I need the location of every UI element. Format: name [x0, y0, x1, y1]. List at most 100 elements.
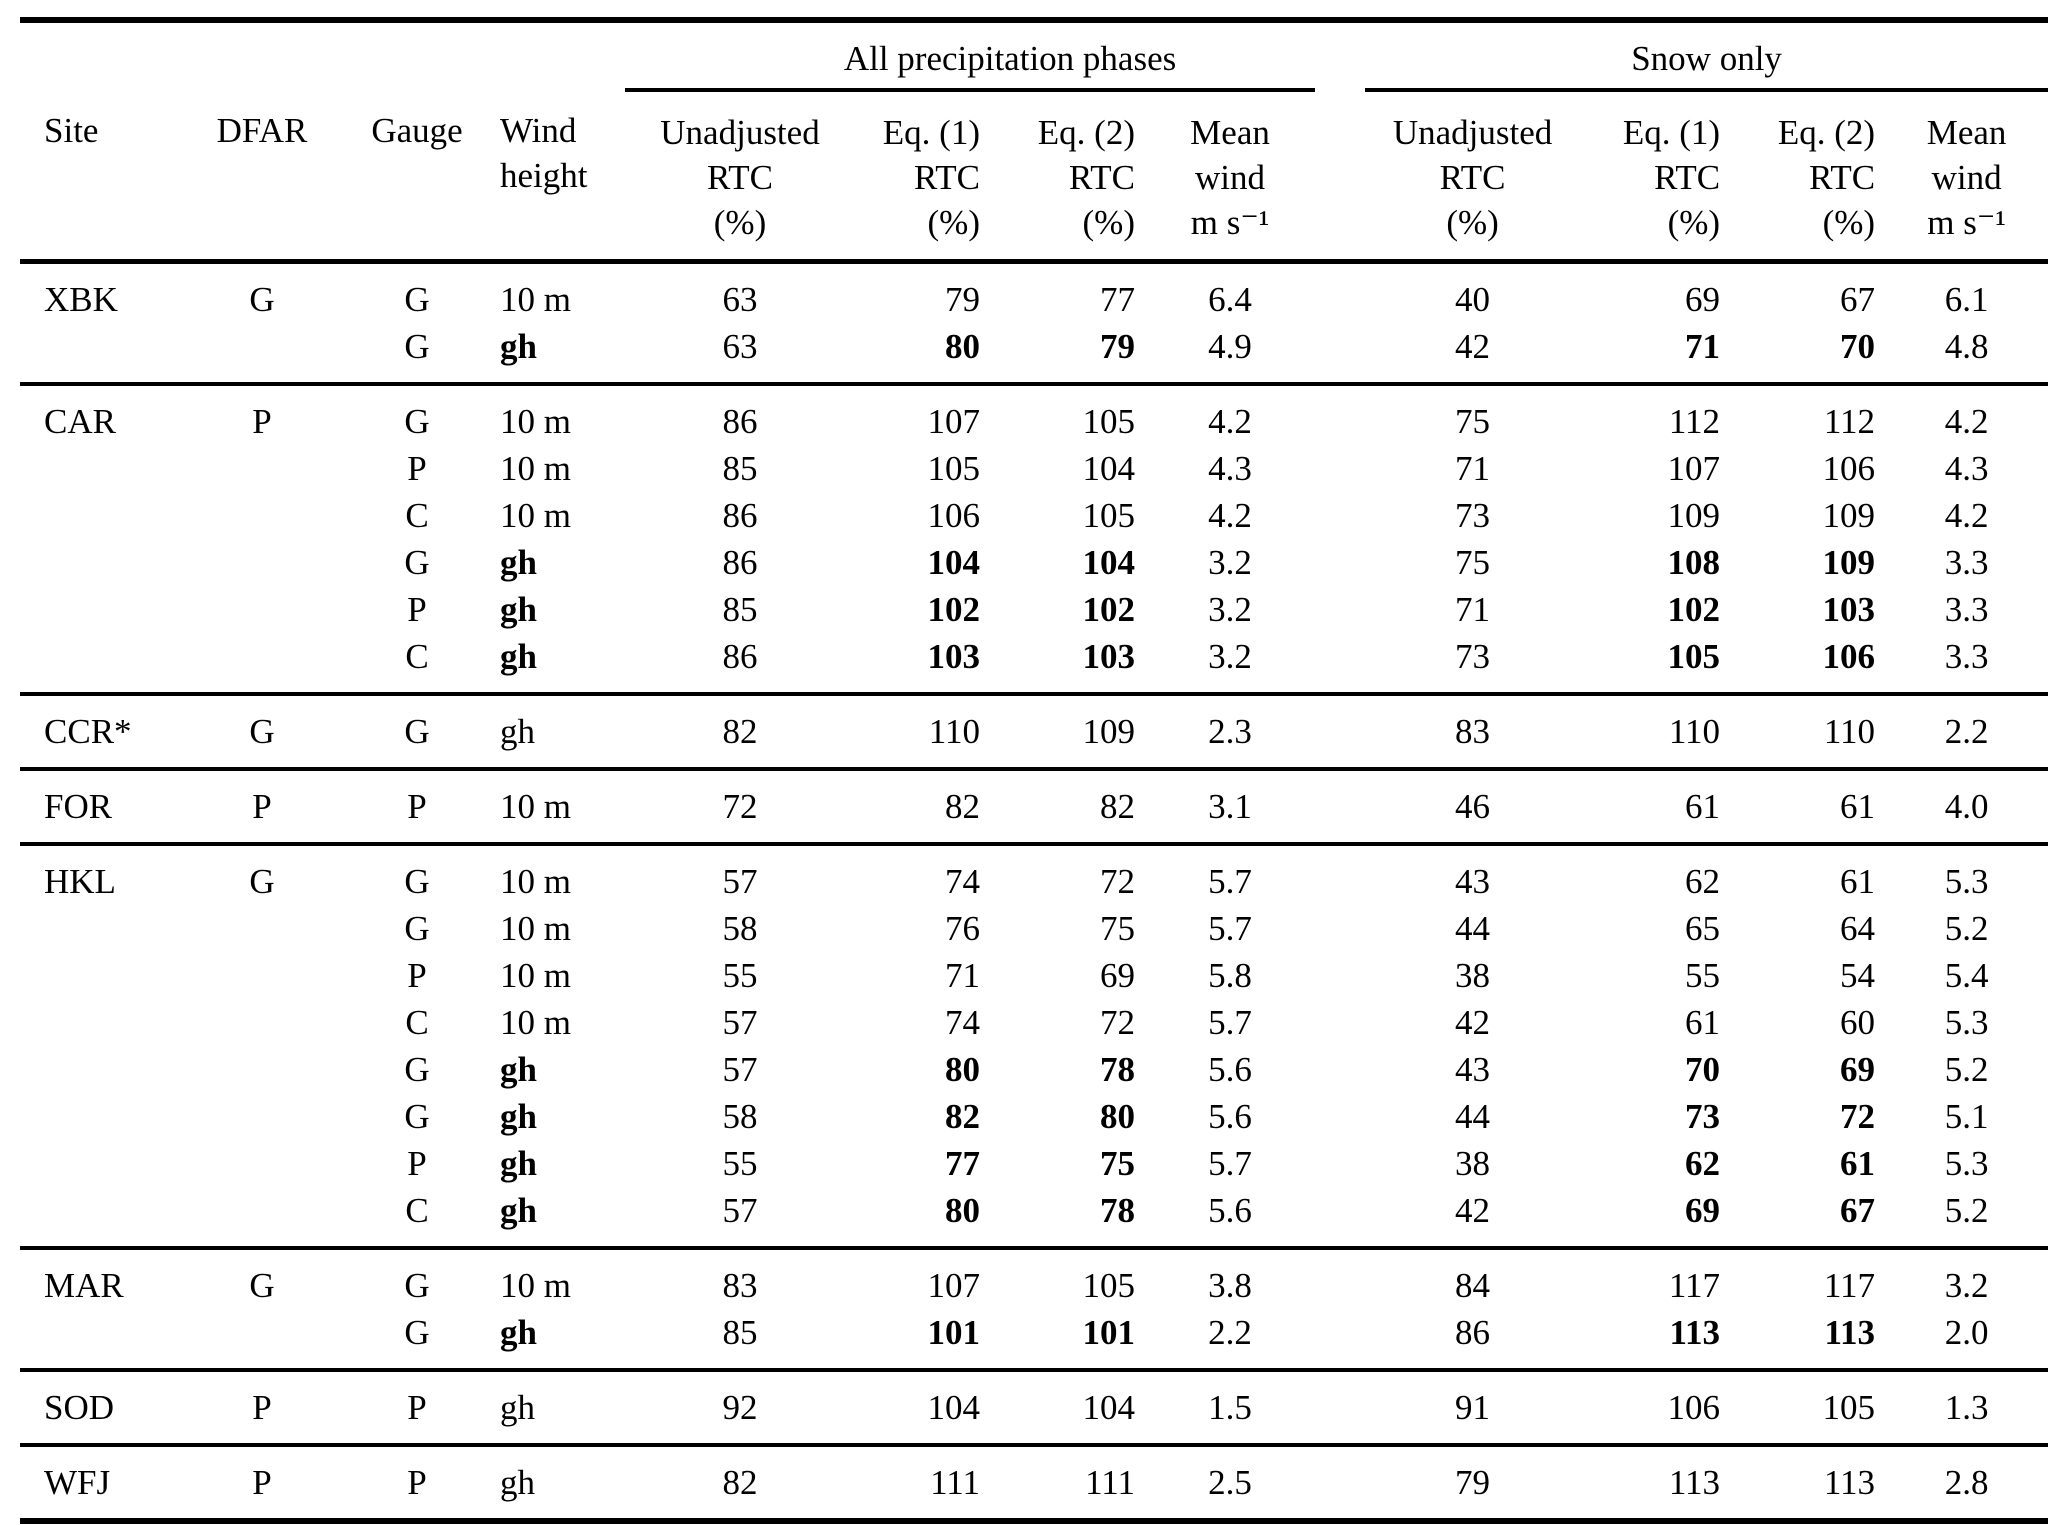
header-line: height	[500, 156, 588, 195]
group-spacer	[1315, 20, 1365, 90]
cell-p_eq2: 109	[1082, 712, 1136, 751]
cell-site	[20, 905, 170, 952]
cell-p_eq2: 72	[1100, 862, 1135, 901]
cell-gauge: G	[404, 327, 430, 366]
cell-p_eq1: 105	[927, 449, 981, 488]
cell-dfar	[170, 323, 320, 384]
cell-p_wind: 3.2	[1208, 590, 1252, 629]
cell-p_unadj: 82	[722, 1463, 758, 1502]
cell-s_wind: 5.2	[1944, 1191, 1989, 1230]
cell-dfar: G	[249, 1266, 275, 1305]
cell-s_unadj: 44	[1455, 1097, 1491, 1136]
column-header-snow-eq2-rtc: Eq. (2) RTC (%)	[1730, 90, 1885, 262]
cell-p_eq1: 107	[927, 402, 981, 441]
cell-p_eq2: 102	[1082, 590, 1136, 629]
cell-s_eq1: 105	[1667, 637, 1721, 676]
group-spacer	[1315, 694, 1365, 769]
cell-p_unadj: 58	[722, 1097, 758, 1136]
group-spacer	[1315, 1309, 1365, 1370]
header-line: Mean	[1190, 113, 1270, 152]
cell-p_eq2: 103	[1082, 637, 1136, 676]
cell-wind_height: gh	[500, 1097, 537, 1136]
cell-s_unadj: 38	[1455, 1144, 1491, 1183]
cell-s_wind: 2.0	[1944, 1313, 1989, 1352]
cell-gauge: G	[404, 862, 430, 901]
cell-site	[20, 1309, 170, 1370]
cell-p_wind: 5.6	[1208, 1097, 1252, 1136]
cell-p_eq2: 101	[1082, 1313, 1136, 1352]
cell-site	[20, 1046, 170, 1093]
cell-s_wind: 2.8	[1944, 1463, 1989, 1502]
cell-p_eq2: 79	[1100, 327, 1135, 366]
cell-s_eq2: 105	[1822, 1388, 1876, 1427]
header-line: (%)	[927, 203, 980, 242]
group-spacer	[1315, 323, 1365, 384]
cell-p_eq1: 76	[945, 909, 980, 948]
cell-p_eq1: 102	[927, 590, 981, 629]
cell-site: XBK	[44, 280, 118, 319]
cell-p_unadj: 57	[722, 1191, 758, 1230]
cell-dfar: G	[249, 712, 275, 751]
cell-s_wind: 3.3	[1944, 637, 1989, 676]
cell-s_eq1: 107	[1667, 449, 1721, 488]
table-row: P 10 m 85 105 104 4.3 71 107 106 4.3	[20, 445, 2048, 492]
cell-p_eq1: 82	[945, 1097, 980, 1136]
cell-p_wind: 4.9	[1208, 327, 1252, 366]
table-row: HKL G G 10 m 57 74 72 5.7 43 62 61 5.3	[20, 844, 2048, 905]
table-row: P 10 m 55 71 69 5.8 38 55 54 5.4	[20, 952, 2048, 999]
cell-s_unadj: 38	[1455, 956, 1491, 995]
cell-p_unadj: 55	[722, 1144, 758, 1183]
cell-dfar: P	[252, 402, 272, 441]
cell-p_eq1: 110	[928, 712, 980, 751]
cell-s_unadj: 40	[1455, 280, 1491, 319]
cell-s_eq1: 61	[1685, 787, 1721, 826]
cell-s_eq1: 55	[1685, 956, 1721, 995]
cell-dfar: G	[249, 862, 275, 901]
cell-dfar	[170, 952, 320, 999]
cell-s_unadj: 79	[1455, 1463, 1491, 1502]
header-line: Eq. (2)	[1037, 113, 1135, 152]
cell-p_unadj: 85	[722, 590, 758, 629]
cell-s_eq1: 70	[1685, 1050, 1721, 1089]
cell-site	[20, 952, 170, 999]
cell-p_eq2: 105	[1082, 1266, 1136, 1305]
cell-wind_height: gh	[500, 1313, 537, 1352]
cell-p_wind: 5.7	[1208, 1144, 1252, 1183]
table-header: All precipitation phases Snow only Site …	[20, 20, 2049, 262]
cell-p_wind: 5.7	[1208, 862, 1252, 901]
cell-gauge: P	[407, 1388, 427, 1427]
cell-p_eq2: 105	[1082, 496, 1136, 535]
group-spacer	[1315, 1370, 1365, 1445]
cell-gauge: G	[404, 1097, 430, 1136]
column-header-dfar: DFAR	[170, 90, 320, 262]
cell-s_unadj: 71	[1455, 449, 1491, 488]
cell-gauge: P	[407, 1144, 427, 1183]
cell-s_eq2: 109	[1822, 496, 1876, 535]
cell-s_wind: 2.2	[1944, 712, 1989, 751]
cell-s_wind: 4.8	[1944, 327, 1989, 366]
cell-s_eq2: 113	[1823, 1463, 1876, 1502]
column-header-phases-eq1-rtc: Eq. (1) RTC (%)	[855, 90, 990, 262]
cell-gauge: C	[405, 1191, 429, 1230]
cell-s_unadj: 75	[1455, 402, 1491, 441]
cell-p_unadj: 85	[722, 449, 758, 488]
group-spacer	[1315, 90, 1365, 262]
cell-gauge: P	[407, 590, 427, 629]
cell-dfar	[170, 1309, 320, 1370]
header-line: RTC	[1809, 158, 1876, 197]
column-header-site: Site	[20, 90, 170, 262]
cell-s_unadj: 42	[1455, 1003, 1491, 1042]
table-row: CAR P G 10 m 86 107 105 4.2 75 112 112 4.2	[20, 384, 2048, 445]
cell-p_eq1: 101	[927, 1313, 981, 1352]
cell-s_unadj: 42	[1455, 1191, 1491, 1230]
cell-p_unadj: 57	[722, 1003, 758, 1042]
cell-p_eq2: 72	[1100, 1003, 1135, 1042]
cell-p_unadj: 57	[722, 862, 758, 901]
cell-s_unadj: 91	[1455, 1388, 1491, 1427]
cell-p_eq1: 71	[945, 956, 980, 995]
cell-wind_height: gh	[500, 1463, 535, 1502]
cell-s_eq1: 112	[1668, 402, 1721, 441]
